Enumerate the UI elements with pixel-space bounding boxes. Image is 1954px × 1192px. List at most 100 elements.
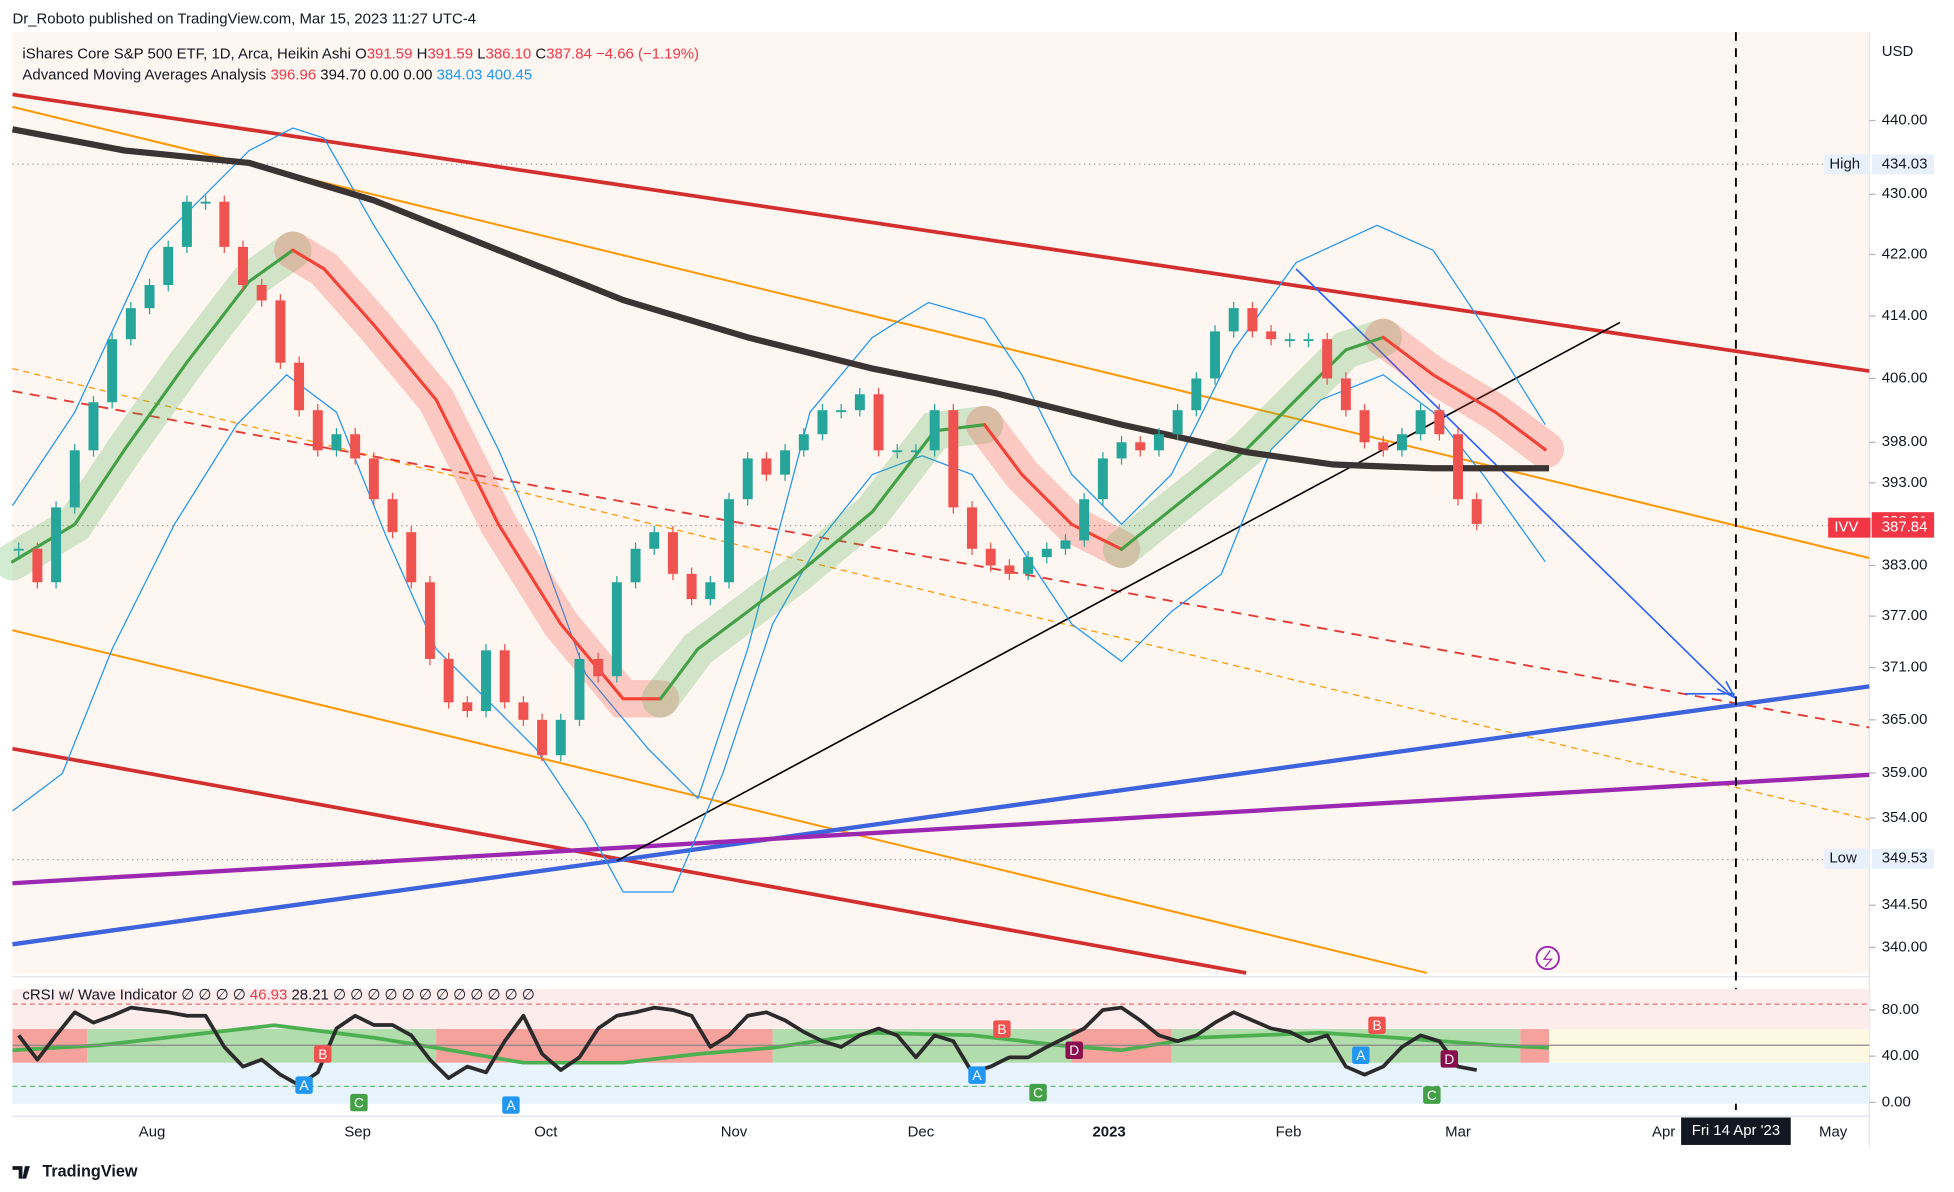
ind-value: 394.70 (320, 67, 366, 84)
signal-bg (350, 1093, 368, 1112)
ema-up (10, 248, 295, 564)
signal: D (1444, 1052, 1454, 1067)
l-key: L (477, 45, 485, 62)
candle (518, 702, 529, 720)
signal: A (1356, 1048, 1366, 1063)
y-tick-label: 383.00 (1882, 556, 1928, 573)
candle (13, 548, 24, 551)
symbol: iShares Core S&P 500 ETF, 1D, Arca, Heik… (22, 45, 351, 62)
candle (1004, 565, 1015, 574)
y-tick-label: 393.00 (1882, 474, 1928, 491)
candle (555, 719, 566, 756)
candle (1060, 540, 1071, 549)
candle (368, 458, 379, 500)
candle (649, 532, 660, 549)
candle (219, 201, 230, 247)
signal: A (506, 1098, 516, 1113)
crsi-tick-label: 40.00 (1882, 1047, 1919, 1064)
x-tick-label: Apr (1652, 1123, 1675, 1140)
candle (780, 450, 791, 475)
ema-down (1381, 335, 1547, 452)
x-tick-label: May (1819, 1123, 1848, 1140)
candle (1266, 331, 1277, 340)
candle (724, 499, 734, 583)
candle (1210, 331, 1221, 379)
candle (499, 650, 510, 703)
ind-value: 0.00 (370, 67, 399, 84)
date-badge: Fri 14 Apr '23 (1692, 1122, 1780, 1139)
red-channel (12, 92, 1870, 373)
ema-down (291, 248, 663, 701)
o: 391.59 (367, 45, 413, 62)
red-channel (12, 746, 1247, 975)
ema-up (1119, 335, 1385, 551)
signal: A (299, 1078, 309, 1093)
y-tick-label: 406.00 (1882, 369, 1928, 386)
x-tick-label: Aug (139, 1123, 166, 1140)
candle (462, 702, 473, 712)
signal: D (1069, 1043, 1079, 1058)
candle (1471, 499, 1482, 524)
crsi-v2: 28.21 (291, 986, 328, 1003)
signal-bg (1065, 1041, 1083, 1059)
candle (929, 410, 940, 451)
candle (948, 410, 959, 508)
crsi-tick-label: 80.00 (1882, 1001, 1919, 1018)
candle (163, 246, 174, 286)
crsi-upper-zone (12, 989, 1870, 1030)
candle (686, 573, 697, 600)
crsi-tick-label: 0.00 (1882, 1093, 1911, 1110)
candle (443, 658, 454, 703)
brand: TradingView (42, 1163, 137, 1181)
candle (350, 434, 361, 459)
candle (331, 434, 342, 451)
candle (873, 394, 884, 451)
candle (1172, 410, 1183, 435)
x-tick-label: Oct (534, 1123, 558, 1140)
signal: B (318, 1047, 327, 1062)
signal-bg (1423, 1086, 1441, 1104)
ind-value: 396.96 (270, 67, 316, 84)
alert-bolt (1542, 950, 1553, 968)
candle (1097, 458, 1108, 500)
ticker-value: 387.84 (1882, 519, 1928, 536)
candle (1303, 339, 1314, 342)
candle (1359, 410, 1370, 443)
candle (836, 410, 847, 413)
candle (294, 362, 305, 411)
crsi-lower-zone (12, 1062, 1870, 1104)
candle (424, 582, 435, 659)
ind-value: 0.00 (403, 67, 432, 84)
candle (1023, 557, 1034, 574)
candle (593, 658, 604, 677)
ind-value: 400.45 (486, 67, 532, 84)
ticker-label: IVV (1834, 519, 1858, 536)
black-trend (616, 321, 1621, 862)
signal: C (1033, 1085, 1043, 1100)
signal-bg (1368, 1016, 1386, 1035)
crsi-v1: 46.93 (250, 986, 287, 1003)
low-bg (1871, 848, 1935, 869)
candle (69, 450, 80, 508)
purple-trend (12, 772, 1870, 886)
candle (144, 285, 155, 309)
candle (275, 300, 286, 363)
signal-bg (1352, 1046, 1370, 1064)
y-tick-label: 340.00 (1882, 938, 1928, 955)
alert-icon[interactable] (1535, 945, 1560, 971)
y-tick-label: 371.00 (1882, 659, 1928, 676)
candle (312, 410, 323, 451)
y-tick-label: 422.00 (1882, 245, 1928, 262)
date-badge-bg (1681, 1117, 1791, 1145)
candle (1396, 434, 1407, 451)
signal-bg (295, 1076, 313, 1094)
crsi-title: cRSI w/ Wave Indicator (22, 986, 177, 1003)
x-tick-label: Feb (1276, 1123, 1302, 1140)
candle (51, 507, 62, 583)
y-tick-label: 344.50 (1882, 896, 1928, 913)
y-tick-label: 440.00 (1882, 111, 1928, 128)
x-tick-label: Nov (721, 1123, 748, 1140)
candle (910, 450, 921, 453)
legend-line: iShares Core S&P 500 ETF, 1D, Arca, Heik… (22, 45, 699, 62)
candle (1191, 378, 1202, 411)
